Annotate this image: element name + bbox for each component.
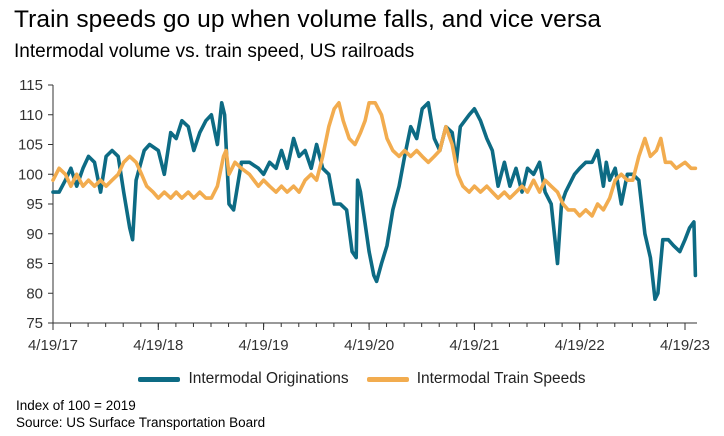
chart-subtitle: Intermodal volume vs. train speed, US ra… [14,41,415,62]
y-tick-label: 100 [18,166,43,183]
y-tick-label: 110 [19,107,43,124]
x-axis: 4/19/17 4/19/18 4/19/19 4/19/20 4/19/21 4/19/… [28,322,710,354]
x-tick-label: 4/19/17 [28,337,78,354]
source-note: Source: US Surface Transportation Board [16,415,266,430]
x-tick-label: 4/19/22 [555,337,605,354]
y-tick-label: 80 [26,285,43,302]
y-tick-label: 75 [26,315,43,332]
x-tick-label: 4/19/20 [344,337,394,354]
x-tick-label: 4/19/19 [239,337,289,354]
y-tick-label: 95 [26,196,43,213]
x-tick-label: 4/19/18 [133,337,183,354]
legend-item-speeds: Intermodal Train Speeds [366,370,586,388]
legend: Intermodal Originations Intermodal Train… [0,370,724,388]
y-tick-label: 85 [26,256,43,273]
series-line-originations [51,101,698,301]
legend-item-originations: Intermodal Originations [138,370,349,388]
series-line-train-speeds [51,101,698,218]
legend-swatch-speeds [366,376,409,382]
series-lines [51,101,698,301]
y-axis: 75 80 85 90 95 100 105 110 115 [18,77,54,332]
index-note: Index of 100 = 2019 [16,398,136,413]
x-tick-label: 4/19/21 [449,337,499,354]
legend-label-speeds: Intermodal Train Speeds [416,370,586,387]
legend-label-originations: Intermodal Originations [188,370,349,387]
y-tick-label: 115 [19,77,43,94]
y-tick-label: 90 [26,226,43,243]
x-tick-label: 4/19/23 [660,337,710,354]
y-tick-label: 105 [18,137,43,154]
legend-swatch-originations [138,376,181,382]
chart-title: Train speeds go up when volume falls, an… [14,6,602,33]
